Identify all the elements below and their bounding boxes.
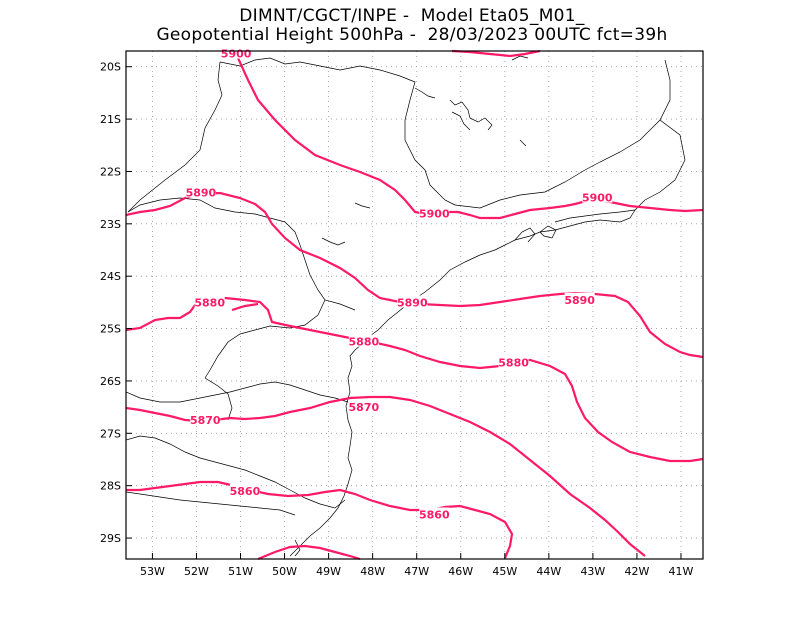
contour-label: 5870 <box>190 414 221 427</box>
contour-label: 5860 <box>230 485 261 498</box>
contour-label: 5860 <box>419 508 450 521</box>
tick-label-lon: 48W <box>360 565 385 578</box>
contour-label-bg <box>348 334 379 347</box>
contour-5900-topright <box>451 49 541 58</box>
contour-label-bg <box>582 190 613 203</box>
contour-label: 5880 <box>498 357 529 370</box>
contour-5860-south <box>257 544 361 561</box>
tick-label-lon: 50W <box>272 565 297 578</box>
contour-label: 5900 <box>221 48 252 61</box>
tick-label-lon: 52W <box>184 565 209 578</box>
border-pr-sc <box>125 381 349 403</box>
axis-ticks: 53W 52W 51W 50W 49W 48W 47W 46W 45W 44W 43W 42W 41W 2… <box>100 61 694 578</box>
reservoir-furnas <box>449 99 493 131</box>
reservoir-small-5 <box>511 55 529 61</box>
coast-lagoa <box>294 539 301 557</box>
tick-label-lon: 49W <box>316 565 341 578</box>
border-sc-rs <box>125 435 346 509</box>
map-frame <box>125 50 704 560</box>
contour-label-bg <box>397 295 428 308</box>
tick-label-lat: 26S <box>100 375 121 388</box>
contour-label: 5890 <box>186 186 217 199</box>
map-title-line-1: DIMNT/CGCT/INPE - Model Eta05_M01_ <box>239 6 585 26</box>
coast-pr-sc <box>289 335 371 557</box>
border-ms-sp <box>127 197 356 311</box>
map-title-line-2: Geopotential Height 500hPa - 28/03/2023 … <box>156 25 668 45</box>
reservoir-small-2 <box>354 202 371 209</box>
contour-label-bg <box>190 413 221 426</box>
contour-label: 5870 <box>349 401 380 414</box>
border-mg-rj <box>454 59 671 209</box>
contour-label-bg <box>419 507 450 520</box>
reservoir-small-4 <box>519 139 527 147</box>
border-sp-pr <box>204 299 326 379</box>
tick-label-lat: 27S <box>100 427 121 440</box>
tick-label-lat: 29S <box>100 532 121 545</box>
tick-label-lat: 22S <box>100 165 121 178</box>
contour-label-bg <box>348 400 379 413</box>
tick-label-lon: 45W <box>492 565 517 578</box>
tick-label-lat: 23S <box>100 218 121 231</box>
contour-label-bg <box>498 355 529 368</box>
tick-label-lon: 44W <box>536 565 561 578</box>
reservoir-small-1 <box>414 87 436 99</box>
tick-label-lat: 21S <box>100 113 121 126</box>
tick-label-lon: 46W <box>448 565 473 578</box>
tick-label-lat: 20S <box>100 61 121 74</box>
tick-label-lat: 24S <box>100 270 121 283</box>
tick-label-lat: 25S <box>100 323 121 336</box>
contour-label-bg <box>229 483 260 496</box>
contour-label-bg <box>221 46 252 59</box>
contour-label-bg <box>564 292 595 305</box>
coast-sepetiba <box>514 227 536 243</box>
contour-5880-tail <box>231 302 259 312</box>
tick-label-lon: 53W <box>140 565 165 578</box>
border-mg-sp-east <box>219 57 456 206</box>
tick-label-lon: 51W <box>228 565 253 578</box>
border-pr-west <box>204 377 233 421</box>
contour-label: 5880 <box>194 296 225 309</box>
contour-labels: 5900 5900 5900 5890 5890 5890 5880 5880 5880 5870… <box>185 46 613 521</box>
tick-label-lon: 42W <box>624 565 649 578</box>
contour-label-bg <box>185 185 216 198</box>
border-rs-west <box>125 491 296 516</box>
border-rj-es <box>554 119 686 223</box>
border-mg-sp <box>127 61 223 213</box>
contour-5900-north <box>236 57 704 220</box>
contour-label-bg <box>419 206 450 219</box>
contour-label: 5890 <box>564 294 595 307</box>
contour-label: 5900 <box>582 192 613 205</box>
tick-label-lon: 41W <box>669 565 694 578</box>
contour-label-bg <box>194 295 225 308</box>
reservoir-small-3 <box>321 237 346 246</box>
coastline-and-borders <box>125 55 686 557</box>
graticule-grid <box>126 51 703 559</box>
tick-label-lon: 47W <box>404 565 429 578</box>
coast-guanabara <box>539 225 557 239</box>
contour-label: 5900 <box>419 207 450 220</box>
tick-label-lon: 43W <box>580 565 605 578</box>
tick-label-lat: 28S <box>100 480 121 493</box>
contour-label: 5880 <box>349 336 380 349</box>
contour-5860 <box>126 480 514 559</box>
contour-label: 5890 <box>397 296 428 309</box>
